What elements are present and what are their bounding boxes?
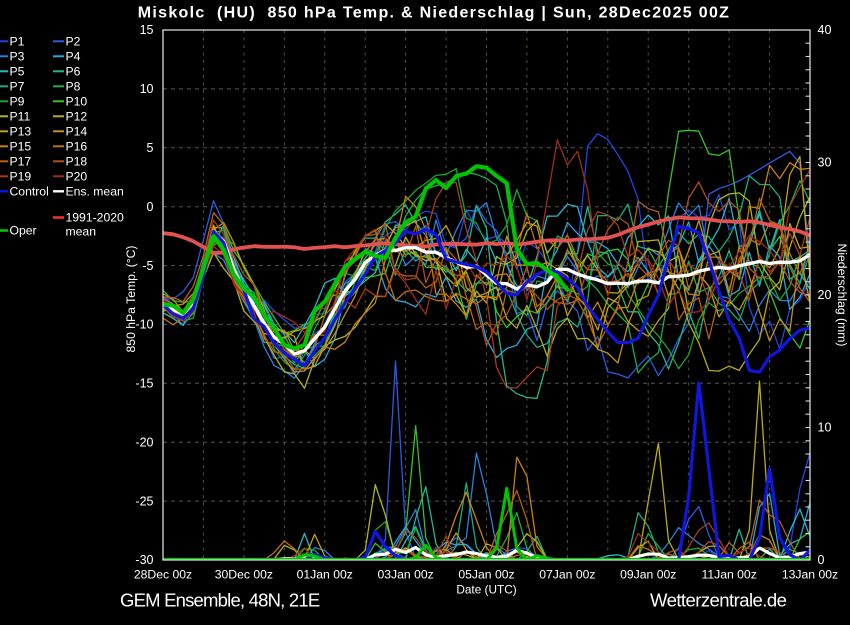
svg-text:-5: -5 — [142, 259, 153, 273]
svg-text:P16: P16 — [66, 139, 88, 153]
svg-text:Control: Control — [10, 184, 49, 198]
svg-text:28Dec 00z: 28Dec 00z — [134, 568, 192, 582]
svg-text:0: 0 — [818, 553, 825, 567]
svg-text:Oper: Oper — [10, 224, 37, 238]
svg-text:P14: P14 — [66, 124, 88, 138]
svg-text:P11: P11 — [10, 109, 31, 123]
svg-text:P8: P8 — [66, 79, 81, 93]
svg-text:01Jan 00z: 01Jan 00z — [297, 568, 353, 582]
svg-text:850 hPa Temp. (°C): 850 hPa Temp. (°C) — [124, 246, 138, 353]
svg-text:P13: P13 — [10, 124, 32, 138]
svg-text:-30: -30 — [135, 553, 153, 567]
svg-text:13Jan 00z: 13Jan 00z — [782, 568, 838, 582]
svg-text:30Dec 00z: 30Dec 00z — [215, 568, 273, 582]
svg-text:30: 30 — [818, 156, 832, 170]
svg-text:03Jan 00z: 03Jan 00z — [378, 568, 434, 582]
svg-text:P1: P1 — [10, 34, 25, 48]
svg-text:-15: -15 — [135, 377, 153, 391]
svg-text:07Jan 00z: 07Jan 00z — [539, 568, 595, 582]
svg-text:10: 10 — [818, 421, 832, 435]
svg-text:Date (UTC): Date (UTC) — [456, 583, 516, 597]
svg-text:P17: P17 — [10, 154, 32, 168]
svg-text:mean: mean — [66, 225, 97, 239]
svg-text:Wetterzentrale.de: Wetterzentrale.de — [650, 590, 787, 611]
svg-text:P10: P10 — [66, 94, 88, 108]
svg-text:P3: P3 — [10, 49, 25, 63]
svg-text:-25: -25 — [135, 494, 153, 508]
svg-text:-20: -20 — [135, 435, 153, 449]
svg-text:P5: P5 — [10, 64, 25, 78]
svg-text:Ens. mean: Ens. mean — [66, 184, 124, 198]
svg-text:0: 0 — [147, 200, 154, 214]
svg-text:Niederschlag (mm): Niederschlag (mm) — [835, 244, 849, 347]
svg-text:10: 10 — [140, 82, 154, 96]
svg-text:P9: P9 — [10, 94, 25, 108]
svg-text:P12: P12 — [66, 109, 88, 123]
svg-text:20: 20 — [818, 288, 832, 302]
svg-text:P2: P2 — [66, 34, 81, 48]
svg-text:Miskolc (HU) 850 hPa Temp. &: Miskolc (HU) 850 hPa Temp. & Niederschla… — [138, 5, 730, 22]
svg-text:P18: P18 — [66, 154, 88, 168]
svg-text:-10: -10 — [135, 318, 153, 332]
svg-text:09Jan 00z: 09Jan 00z — [620, 568, 676, 582]
svg-text:05Jan 00z: 05Jan 00z — [458, 568, 514, 582]
svg-text:1991-2020: 1991-2020 — [66, 211, 125, 225]
svg-text:P19: P19 — [10, 169, 32, 183]
svg-text:11Jan 00z: 11Jan 00z — [701, 568, 756, 582]
svg-text:P6: P6 — [66, 64, 81, 78]
svg-text:P20: P20 — [66, 169, 88, 183]
svg-text:GEM Ensemble, 48N, 21E: GEM Ensemble, 48N, 21E — [120, 590, 320, 611]
svg-text:P7: P7 — [10, 79, 25, 93]
svg-text:P4: P4 — [66, 49, 81, 63]
svg-text:5: 5 — [147, 141, 154, 155]
svg-text:15: 15 — [140, 23, 154, 37]
svg-text:40: 40 — [818, 23, 832, 37]
svg-text:P15: P15 — [10, 139, 32, 153]
